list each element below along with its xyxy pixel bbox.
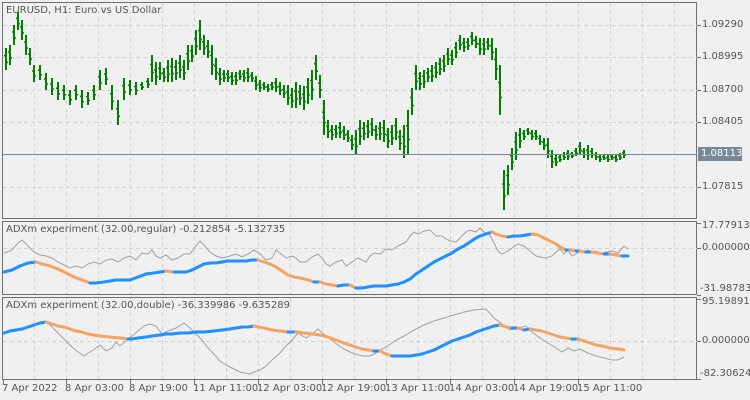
price-label: 1.09290	[702, 19, 744, 30]
time-label: 11 Apr 11:00	[193, 383, 259, 394]
current-price-badge: 1.08113	[698, 147, 742, 161]
price-bars	[4, 12, 626, 210]
time-label: 8 Apr 03:00	[65, 383, 124, 394]
indicator1-title: ADXm experiment (32.00,regular) -0.21285…	[6, 224, 286, 235]
main-pane-title: EURUSD, H1: Euro vs US Dollar	[6, 5, 162, 16]
indicator2-title: ADXm experiment (32.00,double) -36.33998…	[6, 300, 290, 311]
price-label: 1.08405	[702, 116, 744, 127]
time-label: 15 Apr 11:00	[577, 383, 643, 394]
time-label: 12 Apr 03:00	[257, 383, 323, 394]
time-ticks	[3, 380, 579, 384]
time-label: 14 Apr 03:00	[449, 383, 515, 394]
time-label: 8 Apr 19:00	[129, 383, 188, 394]
indicator1-scale-zero: 0.000000	[702, 242, 750, 253]
indicator2-scale-min: -82.306242	[700, 368, 750, 379]
price-label: 1.07815	[702, 181, 744, 192]
main-pane-frame	[2, 2, 697, 219]
indicator2-scale-max: 95.198915	[702, 296, 750, 307]
time-label: 13 Apr 11:00	[385, 383, 451, 394]
time-label: 12 Apr 19:00	[321, 383, 387, 394]
time-label: 7 Apr 2022	[2, 383, 58, 394]
indicator1-pane-frame	[2, 221, 697, 295]
indicator2-scale-zero: 0.000000	[702, 335, 750, 346]
indicator2-lines	[2, 308, 626, 375]
scale-ticks	[697, 25, 701, 380]
time-label: 14 Apr 19:00	[513, 383, 579, 394]
price-label: 1.08700	[702, 84, 744, 95]
price-label: 1.08995	[702, 51, 744, 62]
indicator1-lines	[2, 227, 630, 290]
indicator1-scale-min: -31.987830	[700, 283, 750, 294]
indicator1-scale-max: 17.779135	[702, 220, 750, 231]
